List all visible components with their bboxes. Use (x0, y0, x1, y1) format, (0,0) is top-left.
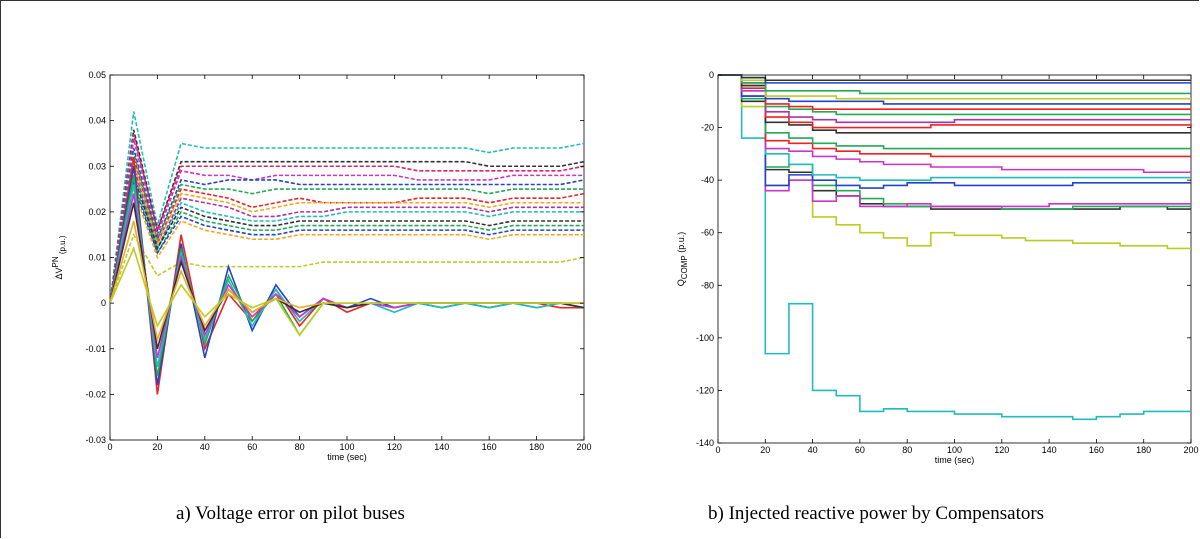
chart-b-series-line-6 (718, 74, 1191, 189)
chart-a-xtick-label: 100 (339, 442, 354, 452)
chart-b-series-line-5 (718, 74, 1191, 208)
chart-b-xtick-label: 100 (947, 445, 962, 455)
chart-a-xaxis-label: time (sec) (327, 452, 367, 462)
chart-a-series-line-1 (109, 111, 585, 304)
chart-a-series-line-2 (109, 129, 585, 304)
chart-b-series-group (718, 74, 1192, 421)
chart-b-ytick-label: -40 (701, 175, 714, 185)
chart-a-series-line-9 (109, 166, 584, 304)
chart-b-ytick-label: -140 (696, 438, 714, 448)
chart-a-yaxis-label: ΔVPN (p.u.) (51, 235, 67, 279)
chart-a-ytick-label: 0.03 (88, 161, 106, 171)
chart-a-series-line-14 (109, 186, 584, 304)
chart-a-series-line-4 (109, 138, 584, 304)
chart-b-ytick-label: -60 (701, 228, 714, 238)
chart-b-series-line-1 (718, 74, 1191, 421)
chart-a-series-line-13 (109, 181, 584, 304)
chart-a-xtick-label: 40 (200, 442, 210, 452)
chart-a-series-line-11 (109, 175, 584, 304)
caption-b: b) Injected reactive power by Compensato… (708, 503, 1045, 524)
chart-b-xtick-label: 0 (715, 445, 720, 455)
chart-b-xtick-label: 120 (994, 445, 1009, 455)
chart-a-xtick-label: 200 (576, 442, 591, 452)
chart-b-ytick-label: -100 (696, 333, 714, 343)
chart-b-series-line-14 (718, 74, 1191, 116)
chart-a-series-line-7 (109, 156, 585, 304)
chart-b-xtick-label: 60 (855, 445, 865, 455)
chart-a-ytick-label: 0.05 (88, 70, 106, 80)
chart-b-series-line-13 (718, 74, 1191, 124)
chart-b-yaxis-label: QCOMP (p.u.) (676, 232, 689, 287)
chart-a-series-line-10 (109, 170, 584, 304)
chart-a-series-line-23 (109, 246, 584, 337)
chart-b-series-line-15 (718, 74, 1191, 110)
chart-b-ytick-label: 0 (709, 70, 714, 80)
chart-b-series-line-18 (718, 74, 1191, 95)
chart-a-xtick-label: 180 (529, 442, 544, 452)
chart-a-ytick-label: 0.04 (88, 116, 106, 126)
chart-b-xtick-label: 20 (760, 445, 770, 455)
chart-b-xtick-label: 140 (1042, 445, 1057, 455)
chart-b-series-line-16 (718, 74, 1191, 105)
caption-a: a) Voltage error on pilot buses (176, 503, 405, 524)
chart-a-series-line-15 (109, 232, 585, 304)
chart-a-series-line-5 (109, 147, 585, 304)
chart-a-series-line-3 (109, 134, 585, 304)
chart-a-xtick-label: 0 (107, 442, 112, 452)
chart-a-series-line-8 (109, 161, 584, 304)
chart-a-voltage-error: 0 20 40 60 80 100 120 140 160 180 200 -0.03 -0.02 -0.… (51, 70, 592, 462)
chart-b-xtick-label: 40 (808, 445, 818, 455)
chart-b-series-line-17 (718, 74, 1191, 100)
chart-b-series-line-20 (718, 74, 1191, 82)
chart-b-xtick-label: 80 (902, 445, 912, 455)
chart-a-series-line-12 (109, 179, 584, 304)
chart-a-series-line-6 (109, 152, 584, 304)
chart-a-xtick-label: 160 (482, 442, 497, 452)
chart-a-ytick-label: -0.01 (85, 344, 106, 354)
chart-b-series-line-11 (718, 74, 1191, 134)
chart-b-plot-area (717, 74, 1192, 444)
chart-b-xtick-label: 160 (1089, 445, 1104, 455)
chart-b-ytick-label: -120 (696, 385, 714, 395)
chart-a-xtick-label: 20 (152, 442, 162, 452)
chart-a-xtick-label: 140 (434, 442, 449, 452)
chart-b-series-line-19 (718, 74, 1191, 84)
chart-b-reactive-power: 0 20 40 60 80 100 120 140 160 180 200 -140 -120 -100 -… (676, 70, 1199, 465)
chart-a-ytick-label: 0.02 (88, 207, 106, 217)
chart-a-ytick-label: 0.01 (88, 253, 106, 263)
chart-b-xtick-label: 200 (1183, 445, 1198, 455)
chart-b-xaxis-label: time (sec) (935, 455, 975, 465)
chart-a-ytick-label: -0.03 (85, 435, 106, 445)
chart-a-xtick-label: 60 (247, 442, 257, 452)
chart-a-plot-area (109, 74, 585, 441)
chart-b-series-line-12 (718, 74, 1192, 129)
chart-a-xtick-label: 80 (295, 442, 305, 452)
chart-a-xtick-label: 120 (387, 442, 402, 452)
chart-b-series-line-7 (718, 74, 1191, 181)
chart-b-ytick-label: -20 (701, 123, 714, 133)
chart-b-series-line-9 (718, 74, 1191, 158)
chart-b-ytick-label: -80 (701, 280, 714, 290)
chart-b-series-line-10 (718, 74, 1191, 150)
chart-a-ytick-label: -0.02 (85, 389, 106, 399)
chart-b-series-line-8 (718, 74, 1191, 174)
chart-a-series-group (109, 111, 585, 395)
chart-b-xtick-label: 180 (1136, 445, 1151, 455)
chart-a-ytick-label: 0 (101, 298, 106, 308)
